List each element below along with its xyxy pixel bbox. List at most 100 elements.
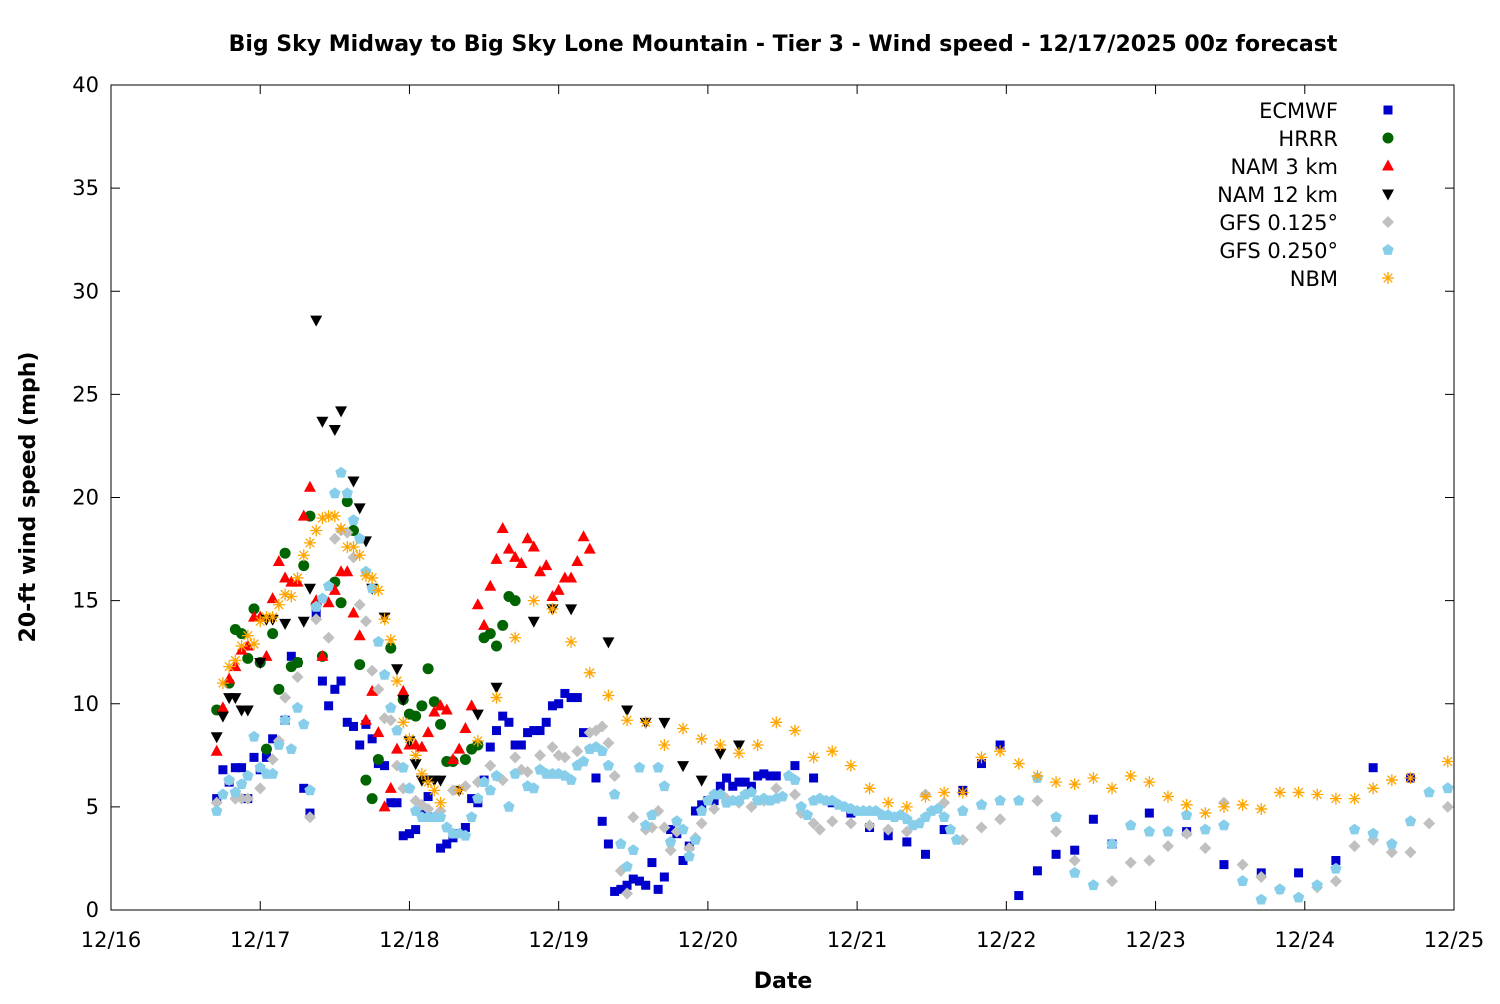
series-nbm bbox=[216, 510, 1454, 820]
point-nam-3-km bbox=[378, 800, 391, 812]
point-ecmwf bbox=[460, 823, 470, 832]
point-gfs-0-250 bbox=[640, 819, 652, 831]
x-tick-label: 12/24 bbox=[1275, 928, 1336, 952]
point-nbm bbox=[770, 716, 783, 729]
point-nbm bbox=[279, 588, 292, 601]
point-nbm bbox=[938, 786, 951, 799]
point-ecmwf bbox=[286, 651, 296, 661]
point-ecmwf bbox=[547, 701, 557, 711]
point-nbm bbox=[639, 716, 652, 729]
point-hrrr bbox=[385, 642, 397, 654]
point-ecmwf bbox=[1219, 860, 1229, 870]
point-nbm bbox=[1292, 786, 1305, 799]
point-ecmwf bbox=[666, 825, 676, 835]
point-gfs-0-125 bbox=[322, 631, 335, 644]
y-axis-label: 20-ft wind speed (mph) bbox=[16, 352, 41, 643]
point-nam-12-km bbox=[714, 748, 727, 760]
point-gfs-0-250 bbox=[577, 755, 590, 767]
point-nbm bbox=[1180, 798, 1193, 811]
x-tick-label: 12/16 bbox=[81, 928, 142, 952]
point-nbm bbox=[658, 739, 671, 751]
point-gfs-0-125 bbox=[813, 823, 826, 836]
point-gfs-0-250 bbox=[1013, 794, 1025, 806]
point-gfs-0-250 bbox=[322, 580, 335, 591]
point-ecmwf bbox=[616, 884, 626, 894]
point-gfs-0-250 bbox=[1106, 838, 1118, 849]
point-gfs-0-250 bbox=[372, 635, 385, 647]
x-tick-label: 12/20 bbox=[678, 928, 739, 952]
point-ecmwf bbox=[467, 794, 477, 804]
point-ecmwf bbox=[622, 880, 632, 890]
point-gfs-0-250 bbox=[994, 794, 1006, 806]
point-ecmwf bbox=[336, 676, 346, 686]
point-ecmwf bbox=[659, 872, 669, 882]
x-tick-label: 12/17 bbox=[230, 928, 291, 952]
point-nam-12-km bbox=[335, 406, 348, 418]
point-nam-3-km bbox=[328, 583, 341, 595]
point-gfs-0-250 bbox=[1311, 879, 1323, 891]
point-gfs-0-250 bbox=[385, 701, 397, 713]
point-hrrr bbox=[372, 753, 384, 765]
point-gfs-0-125 bbox=[994, 813, 1007, 826]
point-gfs-0-125 bbox=[341, 526, 354, 539]
point-gfs-0-125 bbox=[241, 792, 254, 805]
point-nbm bbox=[384, 633, 397, 646]
point-gfs-0-125 bbox=[1441, 800, 1454, 813]
point-hrrr bbox=[459, 753, 471, 765]
point-ecmwf bbox=[392, 798, 402, 808]
point-ecmwf bbox=[634, 876, 644, 886]
point-gfs-0-250 bbox=[664, 835, 677, 847]
point-nbm bbox=[565, 635, 578, 648]
point-gfs-0-250 bbox=[745, 786, 758, 798]
point-ecmwf bbox=[1014, 891, 1024, 901]
point-hrrr bbox=[341, 496, 353, 508]
point-ecmwf bbox=[628, 874, 638, 884]
point-gfs-0-125 bbox=[770, 782, 783, 795]
point-gfs-0-125 bbox=[1404, 846, 1417, 859]
point-ecmwf bbox=[753, 771, 763, 781]
point-ecmwf bbox=[299, 783, 309, 793]
point-ecmwf bbox=[1051, 849, 1061, 859]
point-nam-3-km bbox=[527, 540, 540, 552]
point-nam-3-km bbox=[279, 571, 292, 583]
point-nbm bbox=[1441, 755, 1454, 768]
point-nam-12-km bbox=[241, 705, 254, 717]
point-gfs-0-125 bbox=[1068, 854, 1081, 867]
point-nam-12-km bbox=[210, 732, 223, 744]
point-ecmwf bbox=[218, 765, 228, 775]
point-ecmwf bbox=[722, 773, 732, 783]
legend-marker-gfs-0-250 bbox=[1382, 244, 1394, 255]
point-nbm bbox=[428, 784, 441, 797]
point-nbm bbox=[285, 590, 298, 603]
y-tick-label: 35 bbox=[72, 176, 99, 200]
point-nbm bbox=[316, 512, 329, 525]
point-nbm bbox=[254, 615, 267, 628]
point-gfs-0-125 bbox=[558, 751, 571, 764]
point-nbm bbox=[1161, 790, 1174, 803]
point-nam-3-km bbox=[552, 583, 565, 595]
point-ecmwf bbox=[728, 781, 738, 791]
point-nbm bbox=[1106, 782, 1119, 795]
point-gfs-0-125 bbox=[602, 736, 615, 749]
point-nbm bbox=[1385, 774, 1398, 787]
point-ecmwf bbox=[386, 798, 396, 808]
point-ecmwf bbox=[765, 771, 775, 781]
point-nam-3-km bbox=[266, 592, 279, 604]
point-nbm bbox=[347, 541, 360, 553]
chart-title: Big Sky Midway to Big Sky Lone Mountain … bbox=[229, 32, 1338, 57]
point-gfs-0-250 bbox=[397, 761, 409, 773]
point-gfs-0-250 bbox=[267, 767, 279, 779]
point-ecmwf bbox=[237, 763, 247, 773]
point-nam-12-km bbox=[602, 637, 615, 649]
x-tick-label: 12/18 bbox=[379, 928, 440, 952]
point-ecmwf bbox=[535, 726, 545, 736]
point-gfs-0-250 bbox=[1442, 782, 1454, 794]
point-gfs-0-125 bbox=[291, 670, 304, 683]
point-ecmwf bbox=[734, 777, 744, 787]
point-nbm bbox=[359, 569, 372, 582]
point-nbm bbox=[391, 675, 404, 688]
point-gfs-0-250 bbox=[291, 701, 304, 713]
point-gfs-0-250 bbox=[1162, 825, 1174, 837]
point-gfs-0-250 bbox=[938, 811, 950, 822]
series-gfs-0-125 bbox=[210, 524, 1454, 900]
